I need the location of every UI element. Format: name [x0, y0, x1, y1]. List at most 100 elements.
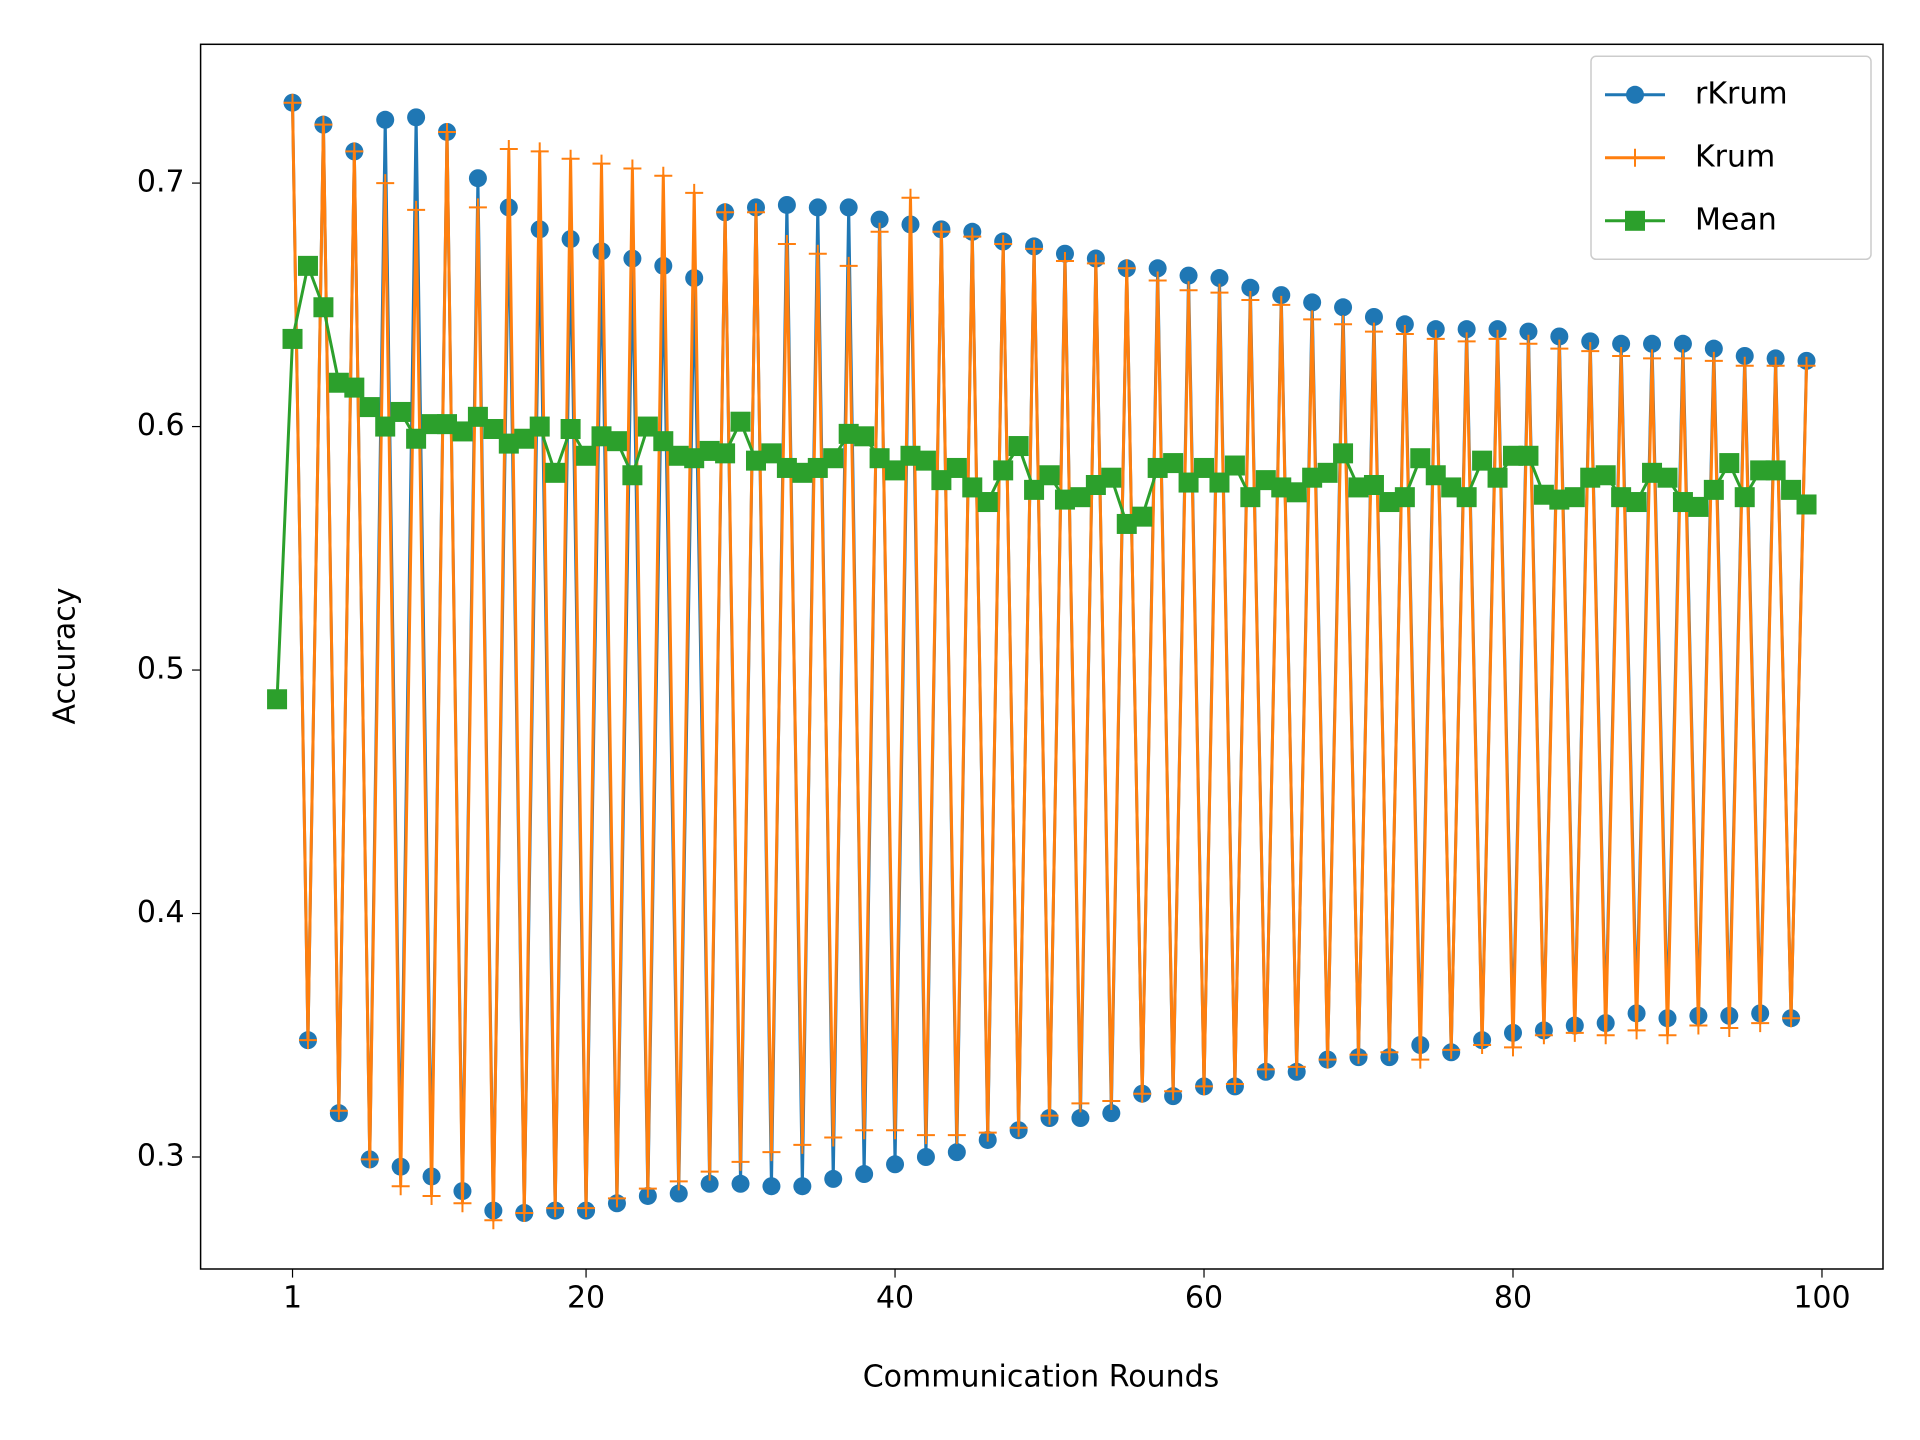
marker	[391, 1177, 410, 1196]
marker	[1488, 320, 1507, 339]
marker	[870, 222, 889, 241]
x-tick-label: 80	[1494, 1281, 1532, 1316]
marker	[1241, 278, 1260, 297]
marker	[622, 465, 643, 486]
marker	[946, 457, 967, 478]
marker	[1317, 462, 1338, 483]
marker	[1502, 445, 1523, 466]
marker	[1286, 482, 1307, 503]
marker	[1287, 1057, 1306, 1076]
marker	[900, 445, 921, 466]
marker	[1550, 327, 1569, 346]
marker	[1102, 1092, 1121, 1110]
marker	[515, 1204, 534, 1222]
y-tick-label: 0.4	[137, 895, 185, 930]
marker	[1163, 453, 1184, 474]
marker	[283, 93, 302, 112]
marker	[669, 1184, 688, 1203]
x-tick-label: 1	[283, 1281, 302, 1316]
marker	[654, 166, 673, 185]
marker	[1627, 1021, 1646, 1040]
marker	[793, 1177, 812, 1196]
marker	[484, 1211, 503, 1230]
marker	[1410, 448, 1431, 469]
marker	[545, 462, 566, 483]
marker	[1008, 436, 1029, 457]
marker	[839, 198, 858, 217]
marker	[1102, 1104, 1121, 1123]
marker	[1380, 1043, 1399, 1062]
marker	[344, 377, 365, 398]
marker	[823, 448, 844, 469]
marker	[297, 255, 318, 276]
marker	[1797, 356, 1816, 375]
marker	[1411, 1050, 1430, 1069]
marker	[731, 1152, 750, 1171]
y-tick-label: 0.5	[137, 652, 185, 687]
marker	[360, 1150, 379, 1169]
marker	[1796, 494, 1817, 515]
marker	[745, 450, 766, 471]
marker	[576, 445, 597, 466]
marker	[1195, 1077, 1214, 1096]
marker	[1210, 269, 1229, 288]
marker	[1040, 1106, 1059, 1125]
marker	[1642, 462, 1663, 483]
legend-label: Mean	[1695, 202, 1777, 237]
marker	[1751, 1014, 1770, 1033]
marker	[1086, 254, 1105, 273]
marker	[699, 440, 720, 461]
marker	[838, 423, 859, 444]
marker	[314, 115, 333, 134]
marker	[885, 460, 906, 481]
marker	[777, 234, 796, 253]
marker	[978, 1123, 997, 1142]
marker	[1688, 496, 1709, 517]
marker	[1519, 334, 1538, 353]
marker	[591, 426, 612, 447]
marker	[993, 460, 1014, 481]
marker	[1519, 322, 1538, 341]
marker	[1596, 1026, 1615, 1045]
legend-label: rKrum	[1695, 76, 1788, 111]
marker	[1334, 298, 1353, 317]
marker	[638, 1179, 657, 1198]
marker	[1565, 1023, 1584, 1042]
marker	[467, 406, 488, 427]
marker	[1318, 1050, 1337, 1069]
marker	[700, 1162, 719, 1181]
marker	[1132, 506, 1153, 527]
marker	[1673, 334, 1692, 353]
marker	[1271, 477, 1292, 498]
marker	[776, 457, 797, 478]
marker	[855, 1121, 874, 1140]
marker	[1611, 487, 1632, 508]
marker	[1658, 1026, 1677, 1045]
marker	[1426, 329, 1445, 348]
marker	[1025, 239, 1044, 258]
marker	[793, 1135, 812, 1154]
marker	[282, 328, 303, 349]
marker	[1302, 467, 1323, 488]
marker	[468, 169, 487, 188]
marker	[1364, 322, 1383, 341]
marker	[994, 234, 1013, 253]
marker	[1055, 251, 1074, 270]
marker	[406, 428, 427, 449]
marker	[483, 418, 504, 439]
marker	[1225, 1074, 1244, 1093]
marker	[422, 1186, 441, 1205]
marker	[1626, 492, 1647, 513]
marker	[1703, 479, 1724, 500]
series	[283, 93, 1816, 1230]
marker	[1054, 489, 1075, 510]
marker	[1009, 1118, 1028, 1137]
marker	[1178, 472, 1199, 493]
marker	[1488, 329, 1507, 348]
marker	[839, 256, 858, 275]
marker	[499, 139, 518, 158]
marker	[977, 492, 998, 513]
marker	[1085, 474, 1106, 495]
legend: rKrum Krum Mean	[1590, 55, 1872, 261]
marker	[1472, 450, 1493, 471]
